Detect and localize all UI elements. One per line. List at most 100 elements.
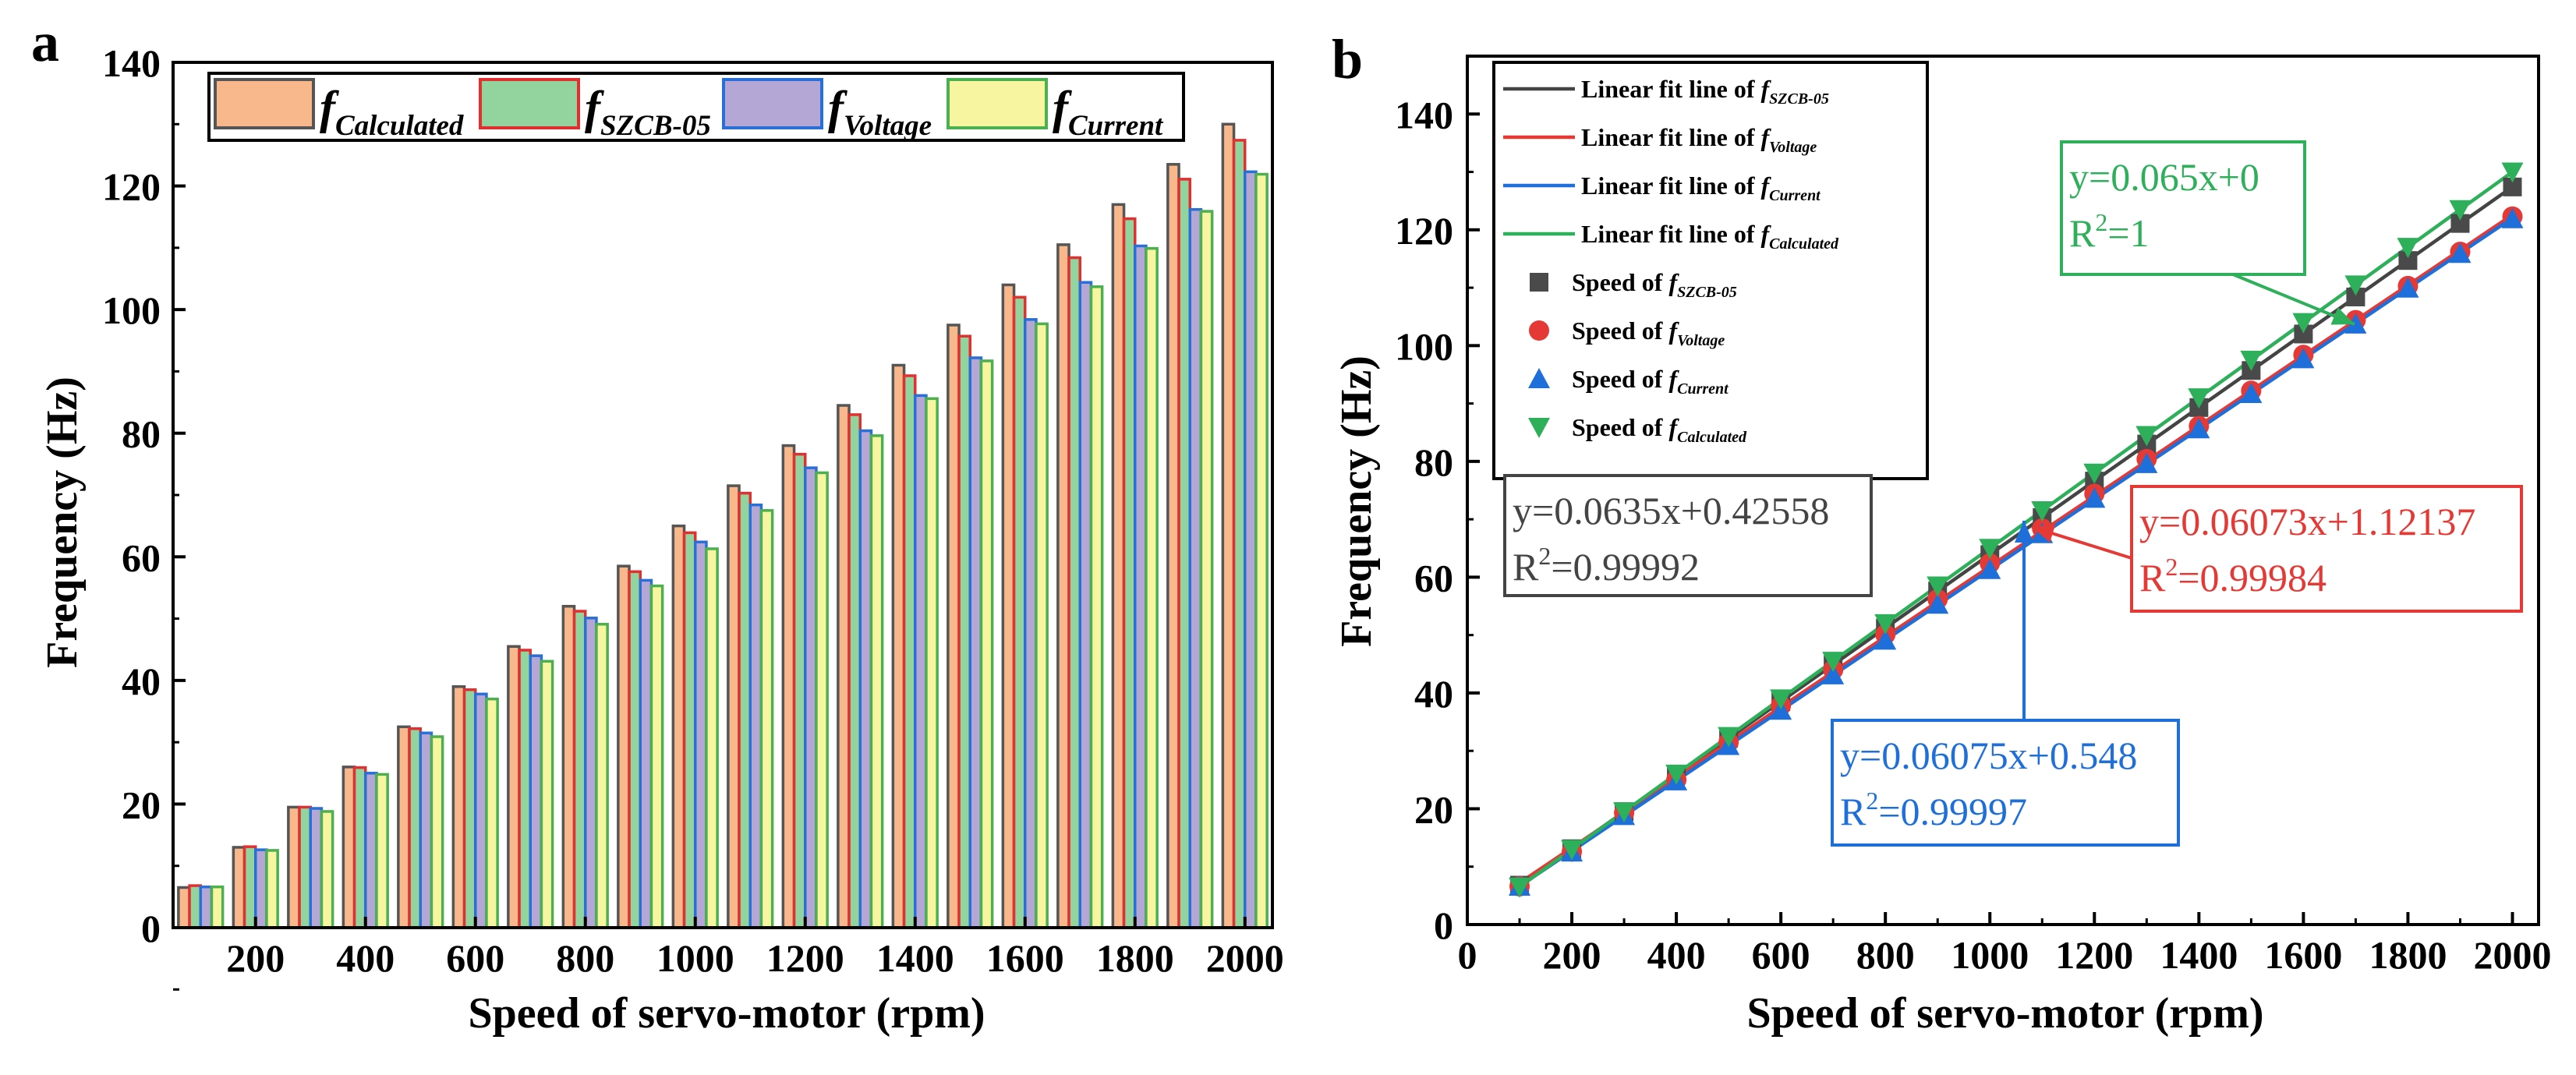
panel-b-ytick-label: 80: [1414, 440, 1453, 484]
bar-voltage-1200: [804, 466, 818, 929]
panel-b-xtick-label: 0: [1458, 933, 1477, 977]
panel-b-xtick-label: 2000: [2473, 933, 2551, 977]
bar-current-1600: [1035, 322, 1049, 929]
legend-fit-label-voltage-sub: Voltage: [1769, 139, 1817, 156]
legend-marker: [1528, 418, 1550, 438]
legend-item-current: fCurrent: [947, 78, 1164, 142]
point-current-1800: [2397, 277, 2419, 298]
bar-current-1400: [925, 397, 939, 929]
point-calculated-1000: [1979, 539, 2001, 560]
legend-series-label-voltage-f: f: [1668, 316, 1679, 345]
point-calculated-1900: [2449, 200, 2472, 221]
annotation-r2: R2=0.99997: [1840, 787, 2027, 833]
panel-b-ytick-label: 0: [1434, 903, 1453, 947]
annotation-equation: y=0.065x+0: [2069, 155, 2259, 199]
point-calculated-400: [1665, 764, 1688, 785]
panel-b-xtick-label: 1000: [1951, 933, 2029, 977]
bar-calculated-1700: [1056, 243, 1070, 929]
bar-current-2000: [1254, 172, 1269, 929]
point-current-1200: [2083, 487, 2106, 508]
legend-fit-label-voltage-f: f: [1761, 123, 1772, 151]
bar-szcb-05-600: [462, 688, 477, 929]
bar-current-1300: [869, 434, 884, 929]
legend-series-voltage: Speed of fVoltage: [1529, 316, 1725, 349]
annotation-box: [2060, 140, 2306, 276]
bar-calculated-300: [287, 805, 301, 929]
panel-b-ytick-label: 40: [1414, 672, 1453, 716]
r2-power: 2: [1538, 542, 1551, 570]
bar-calculated-1600: [1001, 283, 1016, 929]
annotation-r2: R2=0.99992: [1513, 542, 1700, 589]
legend-swatch: [214, 78, 315, 129]
r2-value: =0.99997: [1878, 790, 2027, 833]
bar-voltage-600: [474, 692, 488, 929]
panel-a-ytick-label: 40: [122, 659, 161, 703]
bar-current-1000: [705, 547, 719, 929]
bar-current-400: [375, 773, 389, 929]
panel-a-ytick-label: 0: [141, 907, 161, 950]
legend-series-label-voltage-sub: Voltage: [1677, 332, 1725, 349]
bar-current-800: [595, 622, 609, 929]
legend-fit-voltage: Linear fit line of fVoltage: [1503, 123, 1817, 156]
legend-fit-label-szcb-05-sub: SZCB-05: [1769, 90, 1829, 108]
bar-calculated-800: [561, 604, 576, 929]
panel-a-ytick-label: 140: [102, 41, 161, 85]
bar-szcb-05-1300: [847, 413, 862, 929]
legend-fit-label-szcb-05-f: f: [1761, 75, 1772, 103]
legend-swatch: [479, 78, 580, 129]
bar-szcb-05-400: [352, 766, 367, 929]
point-calculated-100: [1509, 877, 1531, 898]
annotation-1: y=0.0635x+0.42558 R2=0.99992: [1503, 474, 1873, 597]
bar-current-1200: [815, 471, 829, 929]
point-calculated-1400: [2188, 388, 2210, 409]
panel-b-xtick-label: 800: [1856, 933, 1915, 977]
legend-fit-label-calculated: Linear fit line of fCalculated: [1581, 220, 1839, 253]
annotation-box: [1831, 719, 2180, 847]
legend-fit-szcb-05: Linear fit line of fSZCB-05: [1503, 75, 1829, 108]
legend-series-label-current-prefix: Speed of: [1572, 365, 1668, 393]
legend-label-current: fCurrent: [1053, 82, 1164, 142]
panel-a-bar-chart: a 0 20 40 60 80 100 120 140 200 400 600 800 1000 1200…: [31, 11, 1284, 1038]
legend-series-label-calculated: Speed of fCalculated: [1572, 413, 1747, 446]
bar-szcb-05-1500: [957, 334, 972, 929]
point-calculated-1100: [2031, 500, 2054, 522]
legend-series-current: Speed of fCurrent: [1528, 365, 1729, 398]
legend-series-label-current-f: f: [1668, 365, 1679, 393]
legend-swatch: [947, 78, 1048, 129]
point-calculated-1300: [2135, 426, 2158, 447]
legend-series-label-calculated-prefix: Speed of: [1572, 413, 1668, 441]
panel-a-xtick-label: 1000: [656, 936, 734, 980]
panel-a-ytick-label: 60: [122, 536, 161, 579]
r2-value: =0.99992: [1551, 545, 1700, 589]
panel-b-frame: [1466, 55, 2540, 926]
legend-label-calculated: fCalculated: [320, 82, 464, 142]
panel-a-ticks: 0 20 40 60 80 100 120 140 200 400 600 800 1000 1200 14…: [102, 41, 1284, 991]
point-calculated-1600: [2292, 313, 2315, 334]
panel-b-xtick-label: 1800: [2369, 933, 2447, 977]
r2-power: 2: [1866, 787, 1878, 815]
point-calculated-600: [1770, 689, 1792, 710]
legend-series-label-voltage: Speed of fVoltage: [1572, 316, 1725, 349]
panel-b-points: [1509, 162, 2524, 898]
bar-calculated-900: [617, 564, 631, 929]
legend-label-current-sub: Current: [1068, 110, 1164, 142]
legend-fit-label-calculated-prefix: Linear fit line of: [1581, 220, 1761, 248]
legend-fit-label-current: Linear fit line of fCurrent: [1581, 172, 1821, 204]
panel-b-ytick-label: 20: [1414, 787, 1453, 831]
bar-voltage-100: [199, 885, 214, 929]
bar-current-1500: [979, 359, 994, 929]
annotation-arrow-head: [2015, 521, 2033, 543]
legend-fit-label-szcb-05: Linear fit line of fSZCB-05: [1581, 75, 1829, 108]
point-calculated-500: [1718, 727, 1740, 748]
legend-fit-label-voltage: Linear fit line of fVoltage: [1581, 123, 1817, 156]
panel-a-xtick-label: 200: [226, 936, 285, 980]
point-current-2000: [2501, 207, 2524, 228]
bar-calculated-400: [341, 766, 356, 929]
r2-value: =1: [2107, 211, 2149, 255]
bar-szcb-05-100: [188, 884, 203, 929]
bar-voltage-900: [639, 578, 653, 929]
panel-a-ytick-label: 80: [122, 412, 161, 456]
legend-fit-label-calculated-f: f: [1761, 220, 1772, 248]
legend-series-label-szcb-05-prefix: Speed of: [1572, 268, 1668, 296]
